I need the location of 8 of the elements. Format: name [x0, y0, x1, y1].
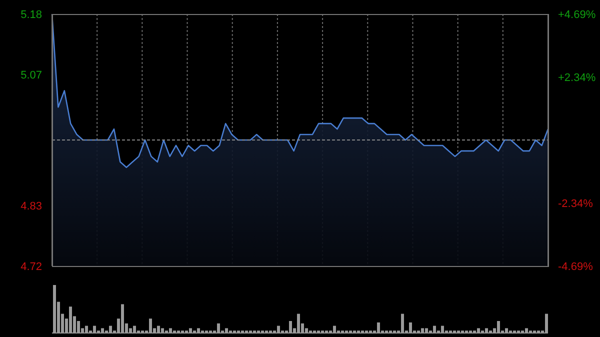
- y-tick-label: 5.07: [20, 69, 42, 82]
- y2-tick-label: -2.34%: [558, 198, 594, 210]
- y2-tick-label: +4.69%: [558, 9, 596, 21]
- y2-tick-label: +2.34%: [558, 72, 596, 84]
- y-tick-label: 4.72: [20, 261, 42, 273]
- y-tick-label: 5.18: [20, 9, 42, 21]
- y2-tick-label: -4.69%: [558, 261, 594, 273]
- y-tick-label: 4.83: [20, 200, 42, 213]
